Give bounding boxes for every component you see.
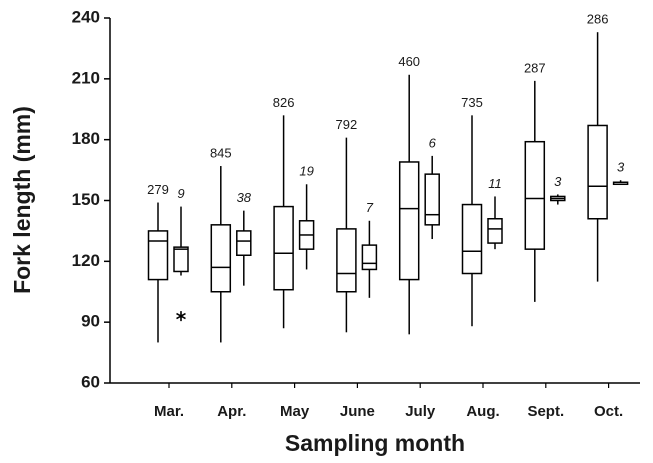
count-label: 6 bbox=[429, 135, 437, 150]
outlier bbox=[176, 311, 186, 322]
box bbox=[524, 140, 546, 250]
y-tick-label: 90 bbox=[81, 312, 100, 331]
y-tick-label: 210 bbox=[72, 68, 100, 87]
box bbox=[336, 228, 357, 293]
count-label: 9 bbox=[177, 186, 184, 201]
x-tick-label: May bbox=[280, 403, 310, 420]
x-tick-label: Oct. bbox=[594, 403, 623, 420]
count-label: 7 bbox=[366, 200, 374, 215]
box bbox=[424, 173, 440, 226]
y-tick-label: 180 bbox=[72, 129, 100, 148]
count-label: 3 bbox=[617, 160, 625, 175]
count-label: 19 bbox=[299, 164, 313, 179]
x-tick-label: Sept. bbox=[527, 403, 564, 420]
x-tick-label: Mar. bbox=[154, 403, 184, 420]
box bbox=[273, 205, 294, 291]
x-axis-title: Sampling month bbox=[285, 430, 465, 456]
x-tick-label: July bbox=[405, 403, 436, 420]
box bbox=[587, 124, 608, 220]
count-label: 286 bbox=[587, 12, 609, 27]
count-label: 735 bbox=[461, 95, 483, 110]
count-label: 826 bbox=[273, 95, 295, 110]
box bbox=[461, 203, 483, 275]
box bbox=[398, 161, 420, 281]
count-label: 38 bbox=[237, 190, 252, 205]
count-label: 792 bbox=[336, 117, 358, 132]
count-label: 845 bbox=[210, 145, 232, 160]
box bbox=[236, 230, 252, 257]
box bbox=[210, 224, 232, 293]
count-label: 11 bbox=[488, 176, 502, 191]
count-label: 287 bbox=[524, 60, 546, 75]
y-tick-label: 150 bbox=[72, 190, 100, 209]
box bbox=[173, 246, 189, 273]
count-label: 460 bbox=[398, 54, 420, 69]
x-tick-label: June bbox=[340, 403, 375, 420]
y-tick-label: 240 bbox=[72, 7, 100, 26]
x-tick-label: Aug. bbox=[466, 403, 499, 420]
box bbox=[361, 244, 378, 271]
y-tick-label: 120 bbox=[72, 251, 100, 270]
y-tick-label: 60 bbox=[81, 372, 100, 391]
count-label: 279 bbox=[147, 182, 169, 197]
box bbox=[147, 230, 169, 281]
y-axis-title: Fork length (mm) bbox=[9, 106, 35, 294]
x-tick-label: Apr. bbox=[217, 403, 246, 420]
box bbox=[487, 218, 503, 244]
count-label: 3 bbox=[554, 174, 562, 189]
